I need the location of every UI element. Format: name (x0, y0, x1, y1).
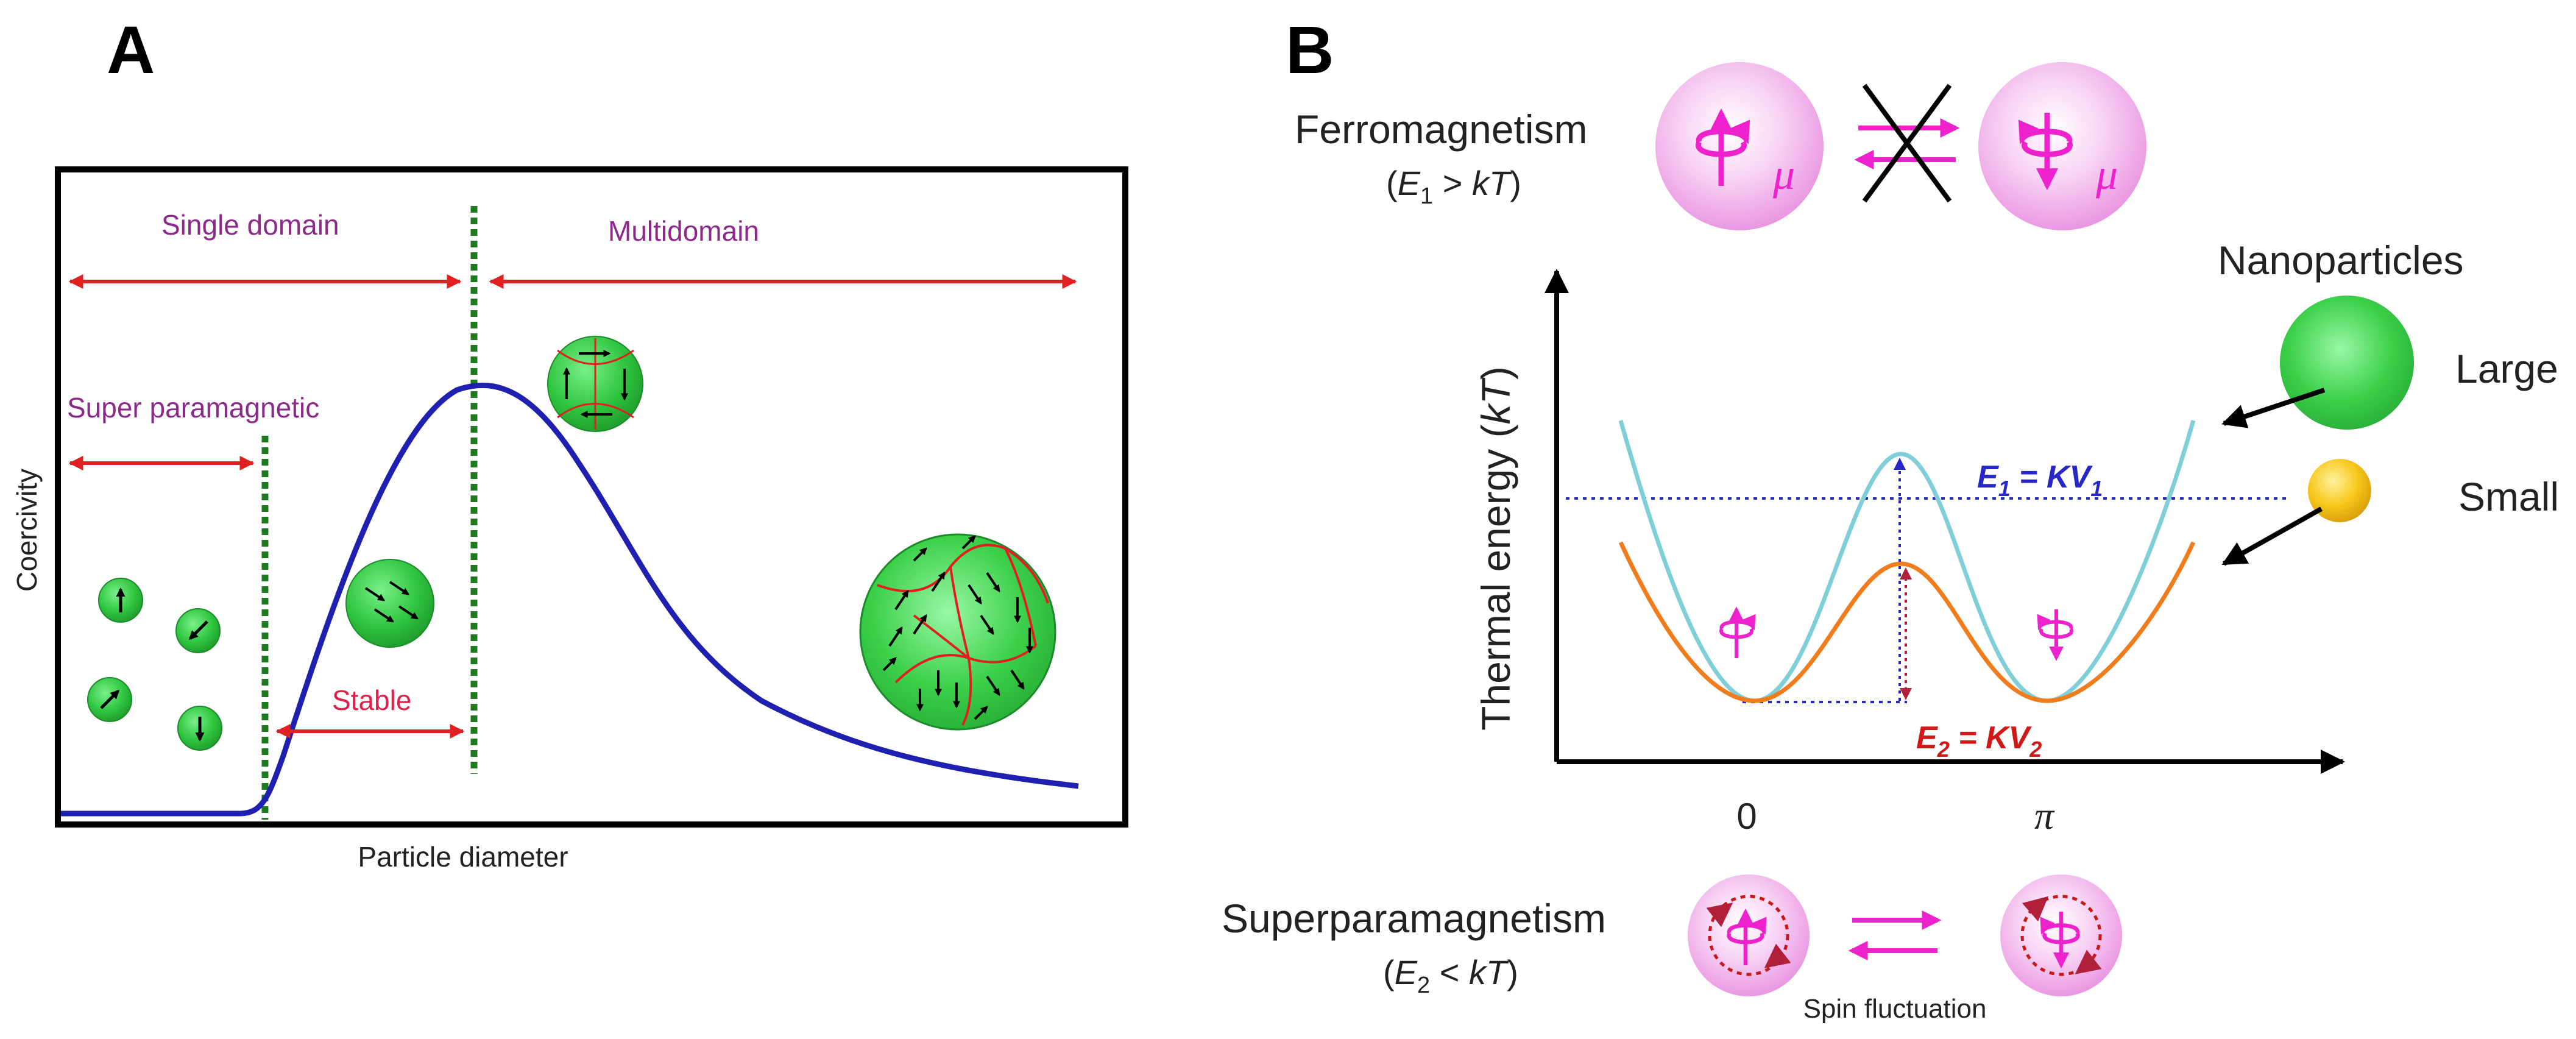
panel-b: B Ferromagnetism (E1 > kT) μ μ Thermal e… (1222, 13, 2559, 1024)
small-pointer-arrow (2221, 506, 2323, 566)
mu-symbol: μ (1772, 150, 1795, 199)
nanoparticles-label: Nanoparticles (2218, 238, 2464, 283)
well-spin-up-icon (1721, 609, 1753, 658)
multidomain-particle-large (859, 533, 1056, 731)
large-particle-energy-curve (1618, 420, 2196, 703)
multidomain-label: Multidomain (608, 215, 759, 247)
ferro-particle-up: μ (1655, 62, 1824, 230)
ferro-particle-down: μ (1978, 62, 2146, 230)
stable-label: Stable (332, 684, 411, 716)
superparamagnetic-particles (87, 578, 222, 751)
large-nanoparticle-icon (2280, 296, 2414, 430)
small-particle-energy-curve (1618, 541, 2196, 703)
blocked-transition-icon (1854, 83, 1960, 203)
small-nanoparticle-icon (2308, 459, 2371, 522)
panel-a: A Coercivity Particle diameter Single do… (11, 13, 1128, 873)
multidomain-particle-medium (547, 336, 643, 432)
superparamagnetic-label: Super paramagnetic (67, 392, 319, 424)
superparamagnetism-condition: (E2 < kT) (1383, 953, 1518, 998)
ferromagnetism-condition: (E1 > kT) (1386, 164, 1521, 209)
large-pointer-arrow (2221, 388, 2326, 428)
small-label: Small (2458, 474, 2559, 519)
superpara-particle-up (1688, 874, 1810, 996)
e2-equation: E2 = KV2 (1916, 720, 2042, 762)
x-tick-zero: 0 (1736, 796, 1757, 837)
x-tick-pi: π (2034, 794, 2055, 837)
superparamagnetism-label: Superparamagnetism (1222, 896, 1606, 941)
particle-diameter-axis-label: Particle diameter (358, 841, 568, 873)
panel-a-letter: A (107, 13, 155, 88)
spin-fluctuation-arrows (1848, 910, 1942, 960)
single-domain-particle (345, 559, 434, 648)
superpara-particle-down (2000, 874, 2122, 996)
thermal-energy-axis-label: Thermal energy (kT) (1473, 366, 1518, 731)
coercivity-axis-label: Coercivity (11, 469, 43, 592)
mu-symbol: μ (2095, 150, 2118, 199)
single-domain-label: Single domain (161, 209, 339, 241)
coercivity-curve (61, 382, 1079, 817)
ferromagnetism-label: Ferromagnetism (1295, 107, 1587, 152)
spin-fluctuation-label: Spin fluctuation (1803, 994, 1987, 1024)
panel-b-letter: B (1286, 13, 1334, 88)
large-label: Large (2455, 346, 2558, 391)
e1-equation: E1 = KV1 (1977, 459, 2103, 501)
well-spin-down-icon (2039, 609, 2072, 658)
